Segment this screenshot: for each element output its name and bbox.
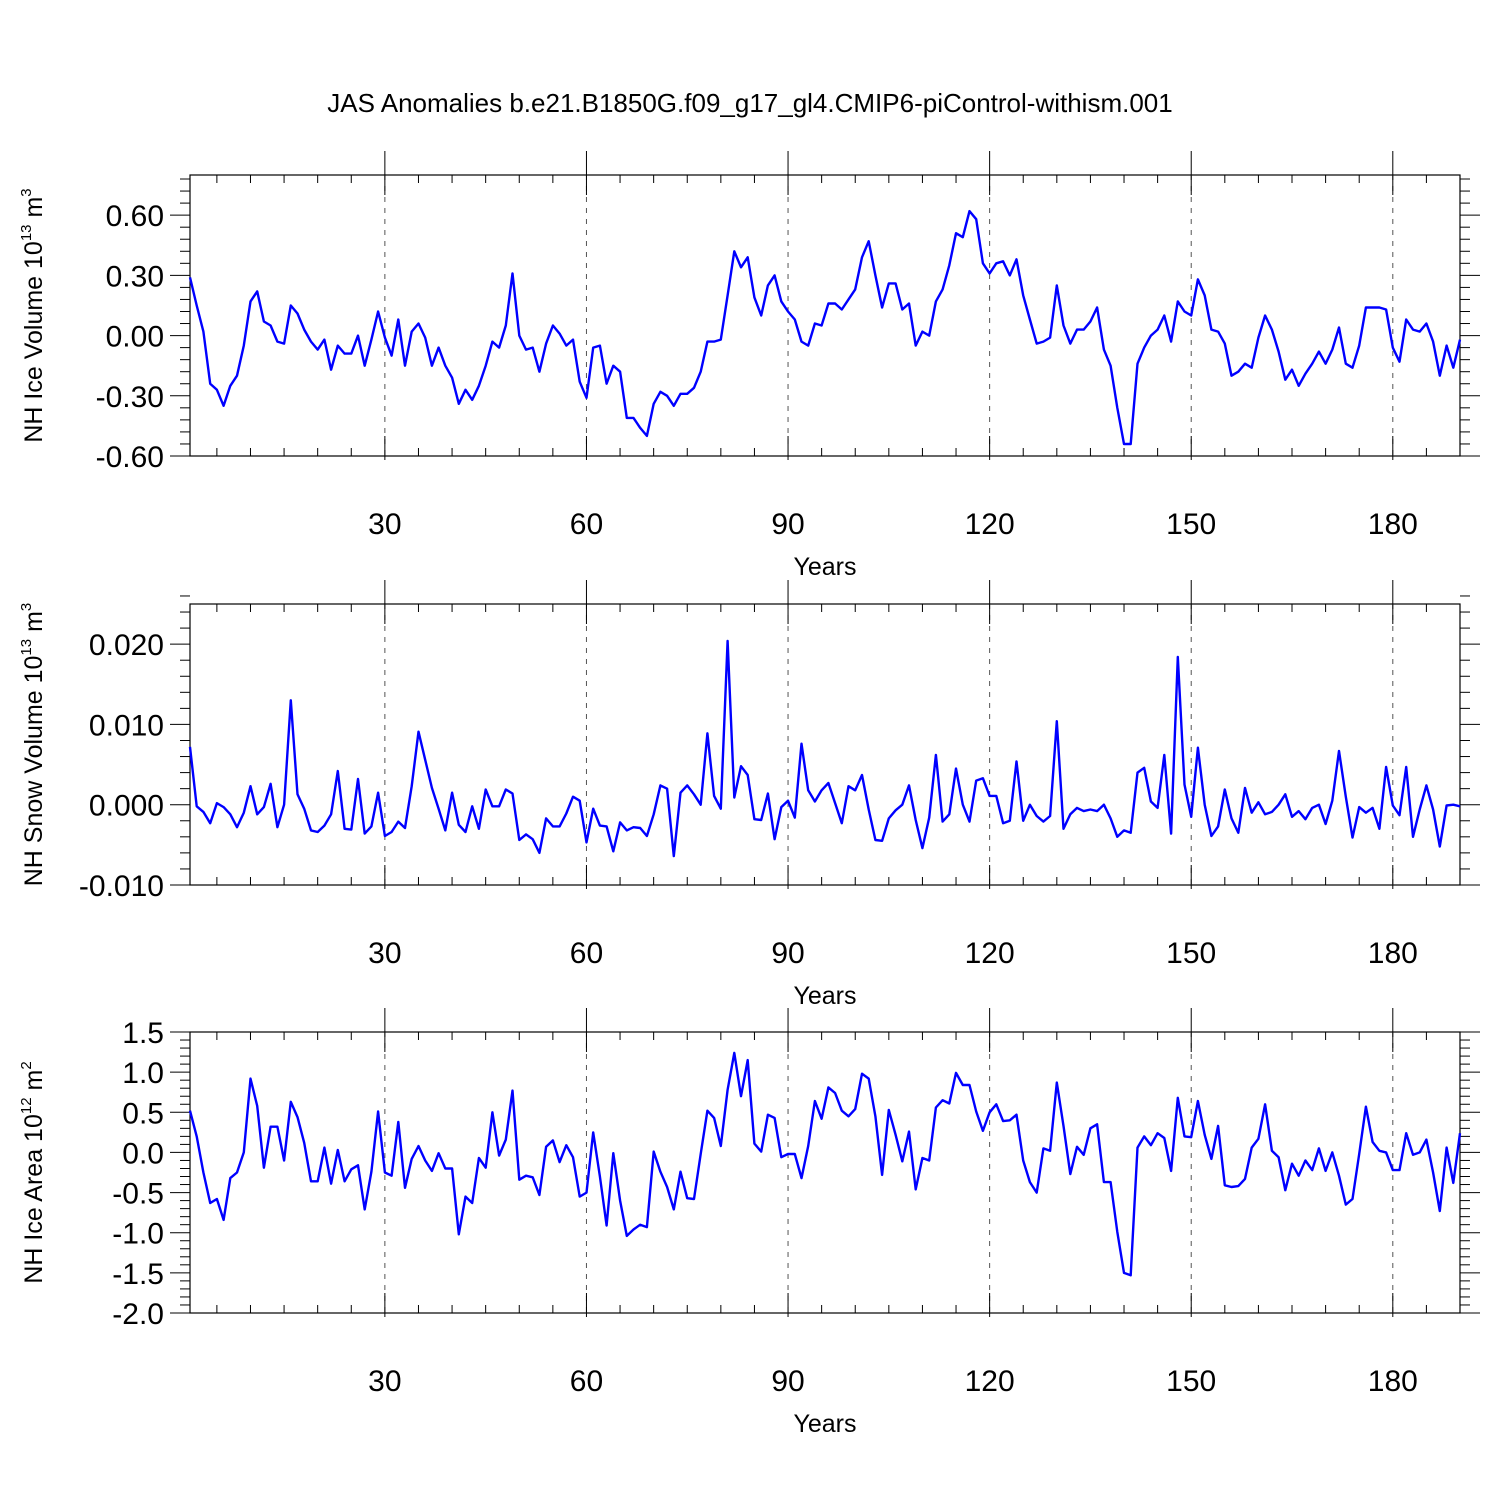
ice-volume-x-tick-label: 150 — [1166, 508, 1216, 541]
ice-volume-plot-frame — [189, 174, 1461, 457]
ice-area-y-tick-label: 1.0 — [122, 1057, 164, 1090]
ice-area-x-axis-label: Years — [793, 1410, 856, 1438]
ice-area-x-tick-label: 120 — [965, 1365, 1015, 1398]
ice-area-x-tick-label: 90 — [771, 1365, 804, 1398]
ice-volume-y-tick-label: -0.60 — [96, 441, 164, 474]
snow-volume-series-line — [188, 639, 1461, 858]
ice-area-x-tick-label: 60 — [570, 1365, 603, 1398]
snow-volume-x-tick-label: 30 — [368, 937, 401, 970]
ice-area-x-tick-label: 150 — [1166, 1365, 1216, 1398]
ice-volume-x-tick-label: 30 — [368, 508, 401, 541]
panels: 30 60 90 120 150 180 -0.60 -0.30 0.00 0.30 0.60 Yea… — [18, 151, 1480, 1438]
ice-area-y-tick-label: -1.0 — [112, 1218, 164, 1251]
ice-area-y-tick-label: -0.5 — [112, 1178, 164, 1211]
snow-volume-y-axis-label: NH Snow Volume 1013 m3 — [18, 603, 48, 887]
ice-volume-x-tick-label: 120 — [965, 508, 1015, 541]
ice-area-y-tick-label: -2.0 — [112, 1298, 164, 1331]
snow-volume-x-tick-label: 60 — [570, 937, 603, 970]
snow-volume-y-tick-label: -0.010 — [79, 870, 164, 903]
ice-area-series-line — [188, 1051, 1462, 1277]
ice-volume-x-tick-label: 90 — [771, 508, 804, 541]
ice-area-x-tick-label: 30 — [368, 1365, 401, 1398]
ice-area-plot-frame — [189, 1031, 1461, 1314]
ice-volume-panel: 30 60 90 120 150 180 -0.60 -0.30 0.00 0.30 0.60 Yea… — [18, 151, 1480, 581]
ice-volume-y-axis-label: NH Ice Volume 1013 m3 — [18, 188, 48, 442]
ice-volume-x-tick-label: 60 — [570, 508, 603, 541]
ice-area-y-tick-label: 0.0 — [122, 1137, 164, 1170]
ice-volume-y-tick-label: 0.00 — [106, 321, 164, 354]
snow-volume-plot-frame — [189, 603, 1461, 886]
snow-volume-y-tick-label: 0.010 — [89, 709, 164, 742]
ice-volume-x-tick-label: 180 — [1368, 508, 1418, 541]
snow-volume-x-tick-label: 120 — [965, 937, 1015, 970]
ice-area-x-tick-label: 180 — [1368, 1365, 1418, 1398]
ice-volume-y-tick-label: 0.60 — [106, 200, 164, 233]
ice-area-y-tick-label: 1.5 — [122, 1017, 164, 1050]
snow-volume-x-tick-label: 150 — [1166, 937, 1216, 970]
ice-area-y-tick-label: -1.5 — [112, 1258, 164, 1291]
ice-area-panel: 30 60 90 120 150 180 -2.0 -1.5 -1.0 -0.5 0.0 0.5 1.0… — [18, 1008, 1480, 1438]
figure-title: JAS Anomalies b.e21.B1850G.f09_g17_gl4.C… — [327, 88, 1172, 118]
snow-volume-x-axis-label: Years — [793, 982, 856, 1010]
snow-volume-x-tick-label: 90 — [771, 937, 804, 970]
snow-volume-y-tick-label: 0.000 — [89, 790, 164, 823]
ice-area-y-tick-label: 0.5 — [122, 1097, 164, 1130]
ice-volume-x-axis-label: Years — [793, 553, 856, 581]
snow-volume-panel: 30 60 90 120 150 180 -0.010 0.000 0.010 0.020 Year… — [18, 580, 1480, 1010]
snow-volume-y-tick-label: 0.020 — [89, 629, 164, 662]
ice-volume-y-tick-label: -0.30 — [96, 381, 164, 414]
snow-volume-x-tick-label: 180 — [1368, 937, 1418, 970]
ice-area-y-axis-label: NH Ice Area 1012 m2 — [18, 1061, 48, 1283]
ice-volume-y-tick-label: 0.30 — [106, 260, 164, 293]
ice-volume-series-line — [188, 209, 1462, 446]
